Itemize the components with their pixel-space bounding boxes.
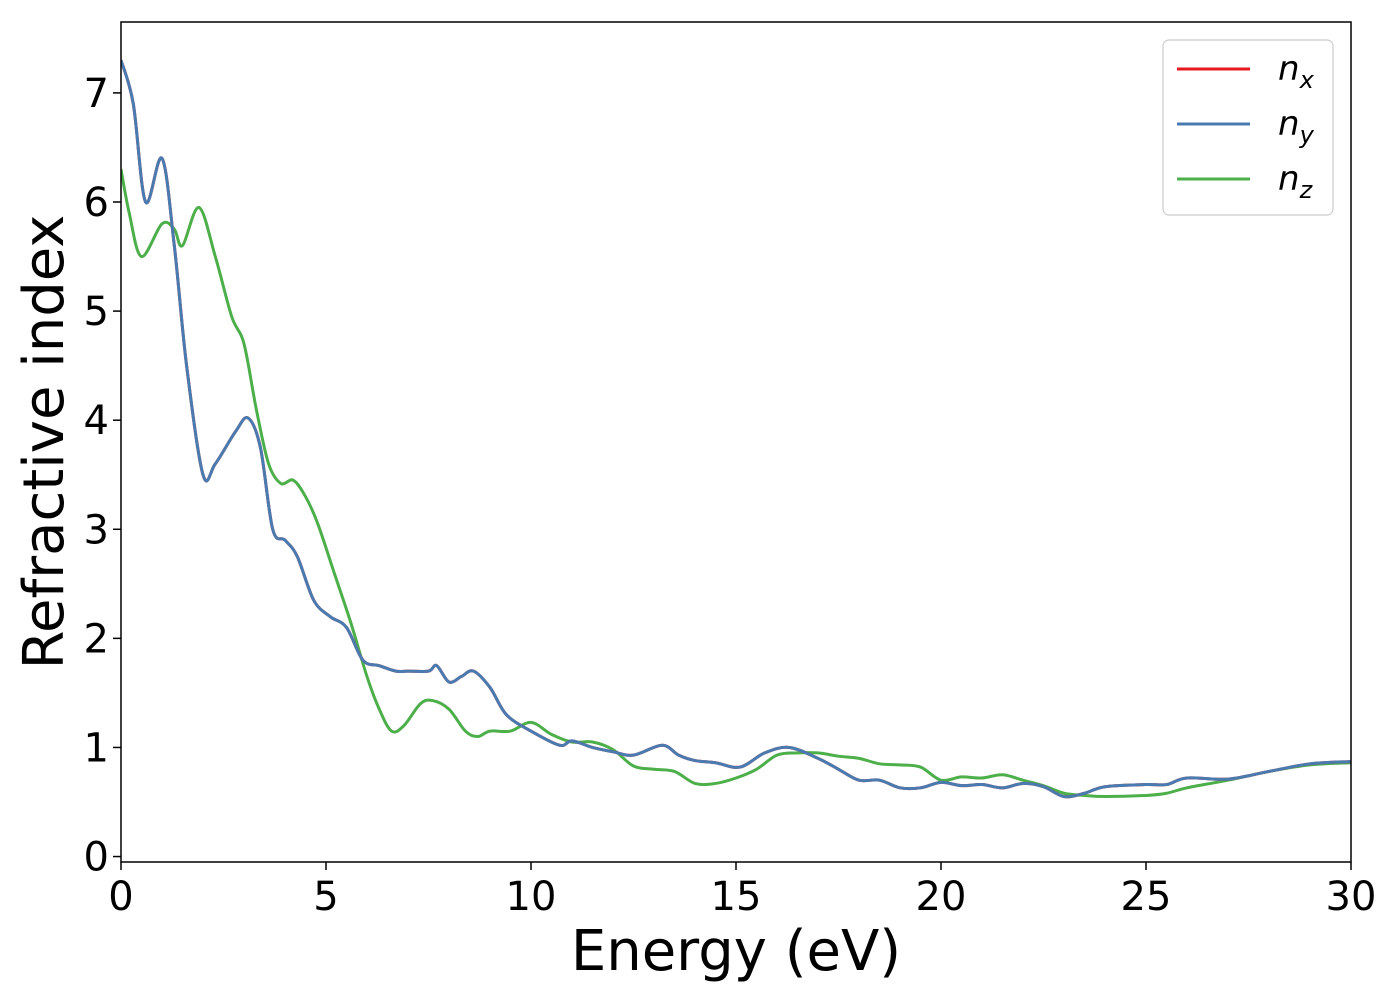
y-tick-label: 0 [84,835,109,881]
x-tick-label: 25 [1121,874,1172,920]
x-tick-label: 30 [1326,874,1377,920]
legend-label-ny: ny [1278,104,1315,149]
legend-label-base: n [1278,104,1300,144]
legend-box [1162,39,1334,216]
x-tick-label: 15 [711,874,762,920]
legend-label-subscript: y [1299,121,1315,149]
legend-label-subscript: x [1299,66,1315,94]
series-line-ny [121,59,1351,799]
legend-label-base: n [1278,159,1300,199]
y-tick-label: 2 [84,616,109,662]
legend-label-subscript: z [1299,176,1314,204]
y-tick-label: 3 [84,507,109,553]
y-tick-label: 1 [84,725,109,771]
y-tick-label: 4 [84,398,109,444]
x-axis-ticks: 0 5 10 15 20 25 30 [108,862,1376,920]
x-axis-label: Energy (eV) [571,919,901,984]
legend-label-base: n [1278,49,1300,89]
y-tick-label: 7 [84,71,109,117]
x-tick-label: 5 [313,874,338,920]
y-tick-label: 6 [84,180,109,226]
x-tick-label: 20 [916,874,967,920]
legend-label-nx: nx [1278,49,1315,94]
y-axis-label: Refractive index [12,215,77,670]
legend-label-nz: nz [1278,159,1314,204]
y-tick-label: 5 [84,289,109,335]
x-tick-label: 0 [108,874,133,920]
x-tick-label: 10 [506,874,557,920]
series-lines [121,59,1351,799]
y-axis-ticks: 0 1 2 3 4 5 6 7 [84,71,121,881]
series-line-nz [121,168,1351,799]
